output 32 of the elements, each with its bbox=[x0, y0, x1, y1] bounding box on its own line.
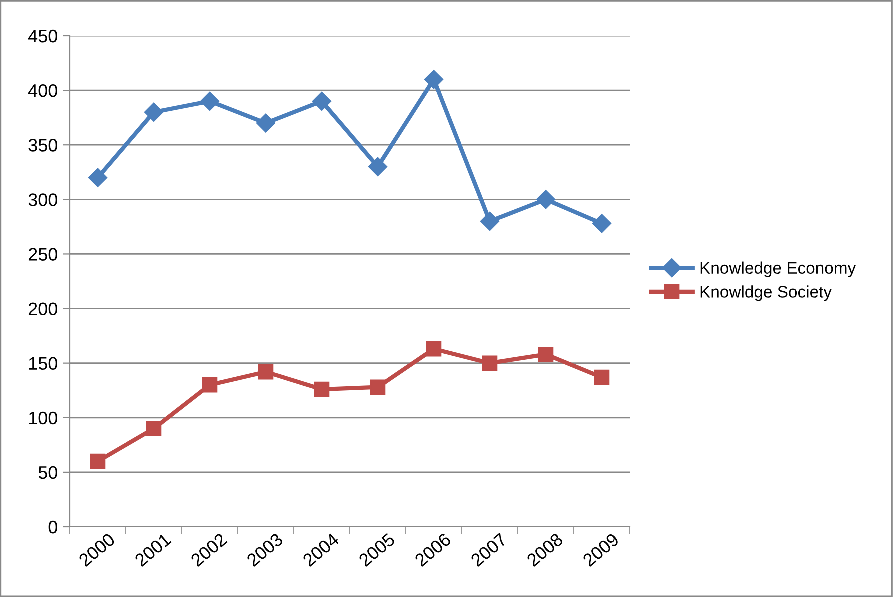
point bbox=[256, 114, 276, 133]
point bbox=[90, 454, 106, 470]
y-tick-label: 300 bbox=[28, 194, 58, 206]
point bbox=[202, 378, 218, 393]
point bbox=[370, 380, 386, 395]
y-tick-label: 450 bbox=[28, 30, 58, 43]
y-tick-label: 100 bbox=[29, 412, 58, 425]
point bbox=[258, 364, 274, 380]
legend-label: Knowledge Economy bbox=[700, 262, 856, 278]
point bbox=[314, 382, 330, 398]
point bbox=[146, 421, 162, 436]
y-tick-label: 250 bbox=[28, 248, 58, 261]
point bbox=[368, 157, 388, 176]
point bbox=[538, 346, 554, 362]
point bbox=[144, 102, 164, 122]
y-tick-label: 50 bbox=[38, 466, 58, 480]
y-tick-label: 200 bbox=[28, 302, 58, 316]
point bbox=[480, 212, 500, 232]
point bbox=[482, 356, 498, 371]
point bbox=[536, 190, 556, 210]
y-tick-label: 150 bbox=[29, 357, 58, 370]
y-tick-label: 0 bbox=[48, 520, 58, 534]
point bbox=[200, 92, 220, 111]
point bbox=[592, 214, 612, 234]
point bbox=[426, 342, 442, 357]
y-tick-label: 400 bbox=[28, 84, 58, 98]
point bbox=[594, 370, 610, 386]
point bbox=[88, 168, 108, 188]
y-tick-label: 350 bbox=[28, 139, 58, 152]
point bbox=[312, 92, 332, 111]
point bbox=[424, 70, 444, 90]
legend-label: Knowldge Society bbox=[700, 286, 832, 302]
